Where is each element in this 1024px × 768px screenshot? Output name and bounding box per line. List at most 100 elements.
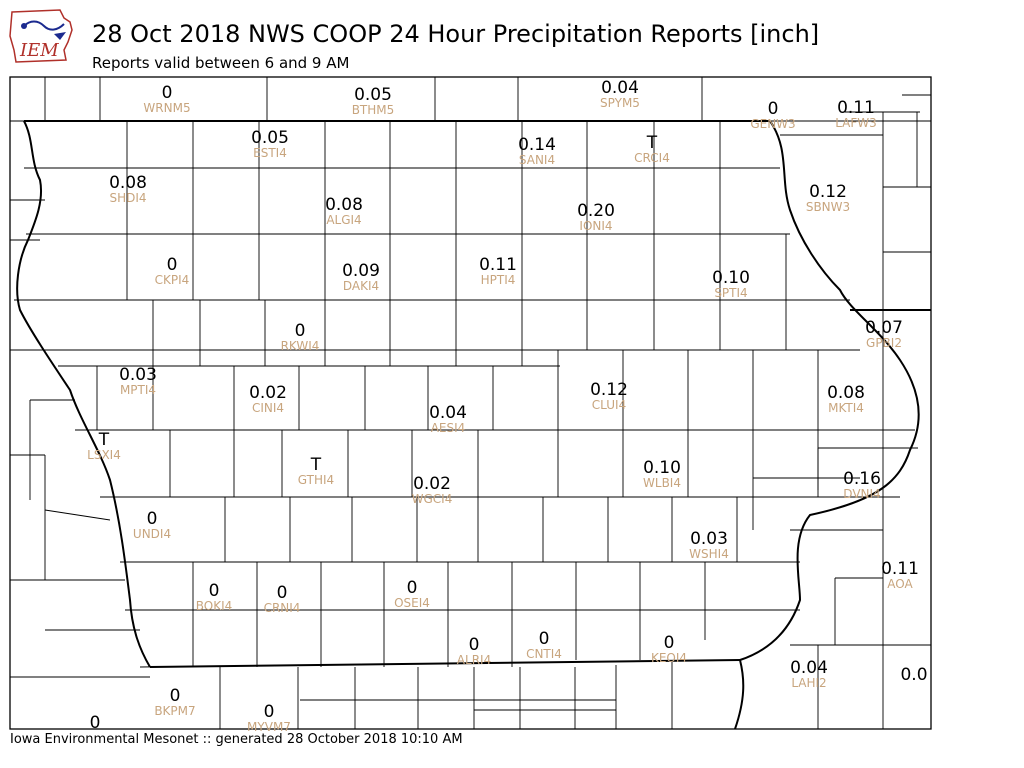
- station-id: CRCI4: [634, 151, 670, 165]
- station-id: ALGI4: [326, 213, 361, 227]
- station-value: 0: [469, 635, 480, 655]
- station-id: SPYM5: [600, 96, 640, 110]
- station-value: 0: [664, 633, 675, 653]
- state-borders: [16, 120, 931, 729]
- station-id: LSXI4: [87, 448, 121, 462]
- station-value: 0.08: [325, 195, 363, 215]
- station-value: 0.10: [643, 458, 681, 478]
- station-value: 0.04: [601, 78, 639, 98]
- station-id: KEOI4: [651, 651, 687, 665]
- station-value: 0.0: [900, 665, 927, 685]
- station-value: 0: [209, 581, 220, 601]
- station-id: AOA: [887, 577, 913, 591]
- station-id: SANI4: [519, 153, 555, 167]
- station-id: CKPI4: [155, 273, 190, 287]
- station-id: CNTI4: [526, 647, 562, 661]
- station-id: CRNI4: [264, 601, 301, 615]
- station-id: WGCI4: [412, 492, 453, 506]
- station-value: 0: [90, 713, 101, 733]
- station-value: 0: [170, 686, 181, 706]
- station-id: ESTI4: [253, 146, 287, 160]
- station-value: 0.12: [809, 182, 847, 202]
- station-id: LAFW3: [835, 116, 877, 130]
- station-marker: 0: [90, 713, 101, 733]
- logo-text: IEM: [19, 40, 59, 61]
- station-id: OSEI4: [394, 596, 430, 610]
- station-value: 0: [264, 702, 275, 722]
- station-value: 0.14: [518, 135, 556, 155]
- station-id: SHDI4: [109, 191, 146, 205]
- station-id: GENW3: [750, 117, 795, 131]
- station-id: SBNW3: [806, 200, 850, 214]
- map-title: 28 Oct 2018 NWS COOP 24 Hour Precipitati…: [92, 20, 820, 48]
- station-value: 0: [295, 321, 306, 341]
- station-id: LAHI2: [791, 676, 826, 690]
- map-frame: [9, 76, 932, 730]
- station-value: 0.07: [865, 318, 903, 338]
- station-value: 0.08: [109, 173, 147, 193]
- station-value: 0: [277, 583, 288, 603]
- station-id: WLBI4: [643, 476, 681, 490]
- station-value: 0: [768, 99, 779, 119]
- station-id: UNDI4: [133, 527, 171, 541]
- county-grid: [10, 77, 931, 729]
- station-value: 0: [407, 578, 418, 598]
- station-value: T: [310, 455, 322, 475]
- station-id: WRNM5: [143, 101, 190, 115]
- station-id: WSHI4: [689, 547, 729, 561]
- station-value: 0.11: [479, 255, 517, 275]
- station-value: 0.05: [354, 85, 392, 105]
- station-value: 0.09: [342, 261, 380, 281]
- station-value: 0.12: [590, 380, 628, 400]
- station-id: DAKI4: [343, 279, 379, 293]
- station-value: 0.04: [429, 403, 467, 423]
- station-value: 0: [147, 509, 158, 529]
- station-id: BKPM7: [154, 704, 195, 718]
- station-value: 0.20: [577, 201, 615, 221]
- station-id: GPBI2: [866, 336, 902, 350]
- station-id: RKWI4: [281, 339, 320, 353]
- station-value: T: [98, 430, 110, 450]
- station-id: ALRI4: [457, 653, 491, 667]
- station-id: SPTI4: [714, 286, 747, 300]
- station-value: 0.11: [881, 559, 919, 579]
- station-value: 0: [539, 629, 550, 649]
- station-value: 0.16: [843, 469, 881, 489]
- station-id: HPTI4: [481, 273, 516, 287]
- station-value: 0.03: [119, 365, 157, 385]
- station-id: BOKI4: [196, 599, 233, 613]
- station-value: 0.08: [827, 383, 865, 403]
